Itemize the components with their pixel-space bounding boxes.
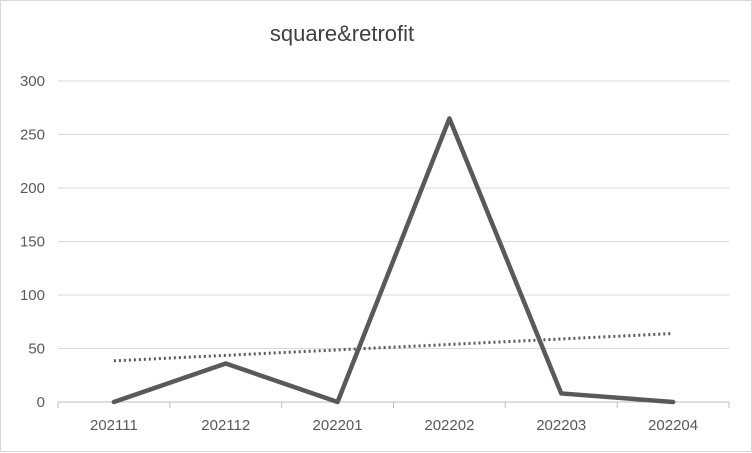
series-line xyxy=(114,118,673,402)
y-tick-label: 50 xyxy=(28,341,45,358)
x-tick-label: 202111 xyxy=(90,417,138,434)
x-tick-label: 202201 xyxy=(313,417,363,434)
y-tick-label: 200 xyxy=(20,180,45,197)
x-tick-label: 202204 xyxy=(648,417,698,434)
x-tick-label: 202203 xyxy=(536,417,586,434)
trendline xyxy=(114,334,673,361)
y-tick-label: 100 xyxy=(20,287,45,304)
y-tick-label: 300 xyxy=(20,73,45,90)
y-tick-label: 250 xyxy=(20,127,45,144)
x-tick-label: 202112 xyxy=(201,417,250,434)
y-tick-label: 0 xyxy=(37,394,45,411)
y-tick-label: 150 xyxy=(20,234,45,251)
x-tick-label: 202202 xyxy=(424,417,474,434)
